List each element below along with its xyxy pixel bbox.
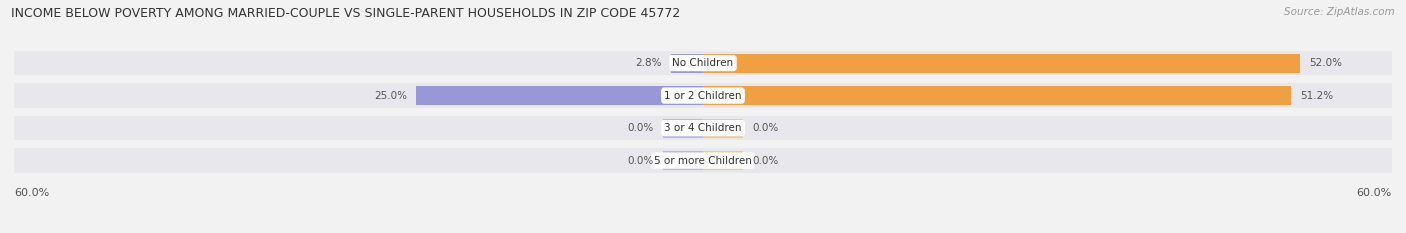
Bar: [14, 51, 1392, 75]
Bar: [703, 86, 1291, 105]
Bar: [703, 119, 744, 137]
Bar: [662, 151, 703, 170]
Bar: [703, 151, 744, 170]
Text: 1 or 2 Children: 1 or 2 Children: [664, 91, 742, 101]
Text: 60.0%: 60.0%: [1357, 188, 1392, 198]
Text: 3 or 4 Children: 3 or 4 Children: [664, 123, 742, 133]
Text: 0.0%: 0.0%: [752, 123, 779, 133]
Text: 51.2%: 51.2%: [1301, 91, 1333, 101]
Text: 0.0%: 0.0%: [752, 156, 779, 166]
Text: 52.0%: 52.0%: [1309, 58, 1343, 68]
Bar: [416, 86, 703, 105]
Text: 25.0%: 25.0%: [374, 91, 406, 101]
Text: 60.0%: 60.0%: [14, 188, 49, 198]
Bar: [703, 54, 1301, 72]
Text: INCOME BELOW POVERTY AMONG MARRIED-COUPLE VS SINGLE-PARENT HOUSEHOLDS IN ZIP COD: INCOME BELOW POVERTY AMONG MARRIED-COUPL…: [11, 7, 681, 20]
Bar: [14, 116, 1392, 140]
Text: 5 or more Children: 5 or more Children: [654, 156, 752, 166]
Legend: Married Couples, Single Parents: Married Couples, Single Parents: [588, 230, 818, 233]
Bar: [671, 54, 703, 72]
Text: No Children: No Children: [672, 58, 734, 68]
Text: 2.8%: 2.8%: [636, 58, 662, 68]
Bar: [14, 148, 1392, 173]
Bar: [14, 83, 1392, 108]
Text: 0.0%: 0.0%: [627, 123, 654, 133]
Text: Source: ZipAtlas.com: Source: ZipAtlas.com: [1284, 7, 1395, 17]
Bar: [662, 119, 703, 137]
Text: 0.0%: 0.0%: [627, 156, 654, 166]
